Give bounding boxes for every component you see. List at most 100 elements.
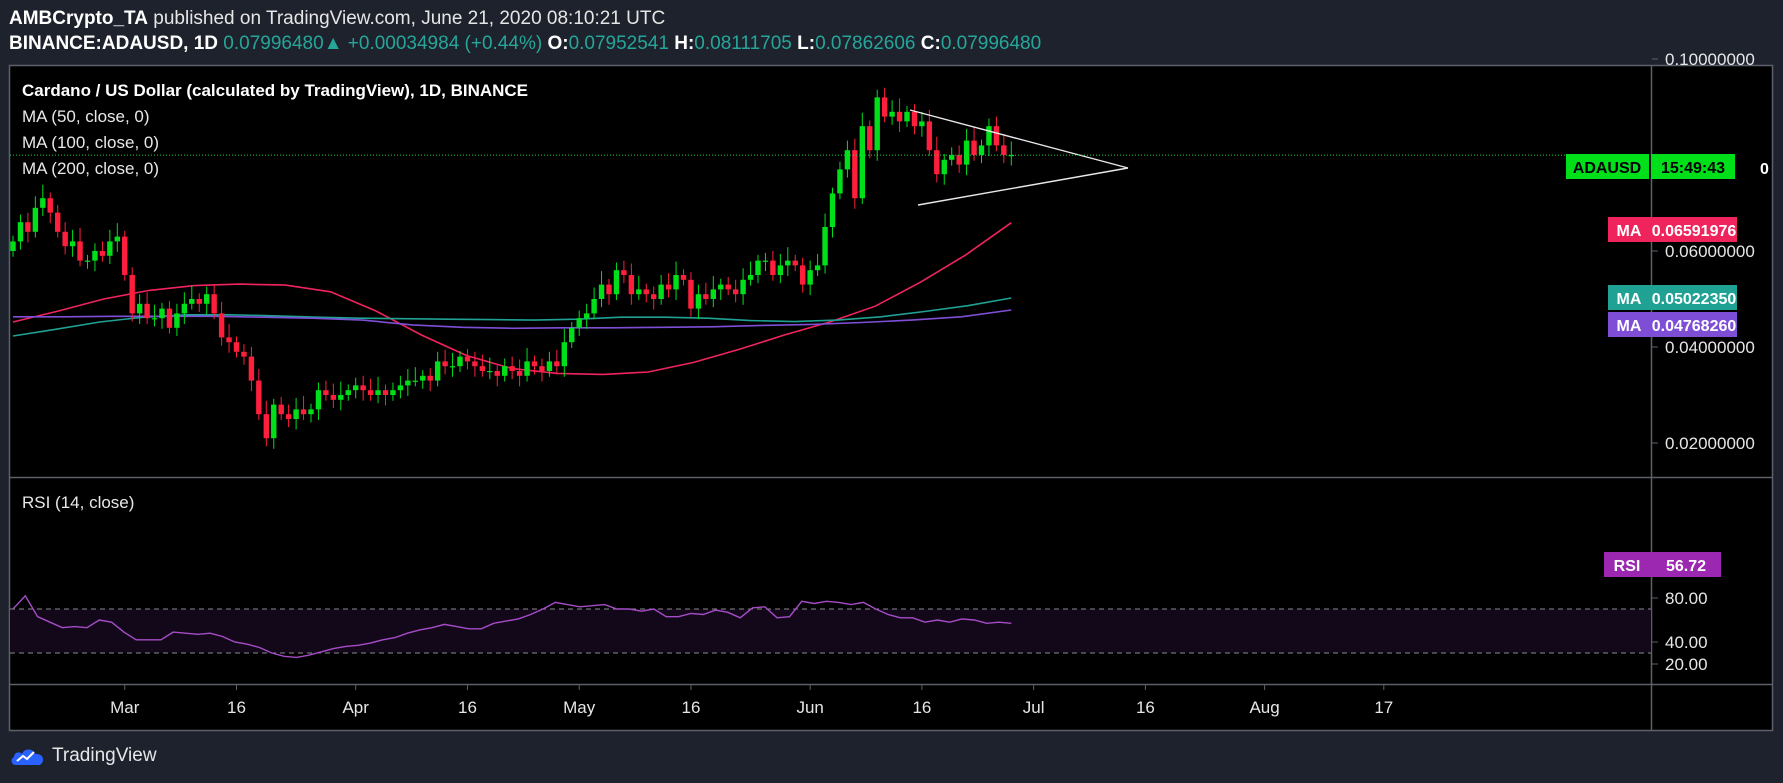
candle-body [710,289,716,299]
candle-body [84,260,91,262]
candle-body [881,97,888,117]
triangle-lower-trendline[interactable] [917,167,1129,206]
candle-body [69,241,76,247]
candle-body [703,294,709,299]
candle-body [241,351,247,357]
candle-body [583,313,590,319]
last-price: 0.07996480 [223,33,324,54]
ma200-tag-text: MA [1617,318,1642,335]
candle-body [740,279,746,295]
close-label: C: [920,33,941,54]
rsi-band [10,608,1651,654]
candle-body [837,169,843,194]
author-name[interactable]: AMBCrypto_TA [9,8,148,29]
legend-rsi[interactable]: RSI (14, close) [22,493,134,512]
candle-body [107,241,113,256]
candle-body [405,380,411,386]
rsi-line[interactable] [12,594,1012,659]
legend-ma50[interactable]: MA (50, close, 0) [22,107,150,126]
candle-body [665,284,672,290]
candle-body [479,366,486,371]
countdown-text: 15:49:43 [1661,160,1725,177]
candle-body [271,404,277,439]
candle-body [353,385,359,391]
candle-body [338,395,344,400]
candle-body [598,284,605,299]
tradingview-logo[interactable]: TradingView [10,742,157,770]
candle-body [345,390,351,395]
candle-body [963,140,970,165]
candle-body [755,260,761,275]
axes: 0.02000000 0.04000000 0.06000000 0.10000000… [10,50,1755,717]
candle-body [852,150,858,199]
time-tick-label: May [563,698,596,717]
rsi-tick-label: 40.00 [1665,633,1708,652]
ma50-tag-text: MA [1617,223,1642,240]
time-tick-label: Jun [796,698,823,717]
time-tick-label: 16 [912,698,931,717]
candle-body [397,385,404,391]
rsi-tag-text: RSI [1614,558,1641,575]
candle-body [427,375,433,381]
candle-body [829,193,836,227]
candle-body [330,395,337,400]
candle-body [449,366,456,368]
candle-body [151,318,158,320]
candle-body [628,275,635,295]
candle-body [62,231,68,247]
candle-body [896,111,903,122]
time-tick-label: 16 [458,698,477,717]
candle-body [263,414,269,439]
candle-body [293,409,299,419]
candle-body [218,313,225,338]
candle-body [904,111,910,122]
legend-ma200[interactable]: MA (200, close, 0) [22,159,159,178]
triangle-pattern [909,109,1129,206]
candle-body [382,390,389,395]
price-tick-label: 0.02000000 [1665,434,1755,453]
candle-body [688,279,694,309]
candle-body [524,361,530,376]
legend-ma100[interactable]: MA (100, close, 0) [22,133,159,152]
candle-body [256,380,262,415]
candle-body [114,236,120,242]
candle-body [695,294,702,309]
candle-body [323,390,329,395]
ma100-tag-text: MA [1617,291,1642,308]
footer-brand: TradingView [52,745,157,766]
candle-body [144,303,150,319]
time-tick-label: 17 [1374,698,1393,717]
candle-body [10,241,16,251]
candle-body [531,361,538,367]
price-change: +0.00034984 (+0.44%) [347,33,543,54]
rsi-tag [1604,552,1651,577]
chart-title: Cardano / US Dollar (calculated by Tradi… [22,81,528,100]
symbol-badge-text: ADAUSD [1573,160,1641,177]
candle-body [889,111,895,117]
triangle-upper-trendline[interactable] [909,109,1129,169]
rsi-tick-label: 80.00 [1665,589,1708,608]
candle-body [539,366,545,371]
candle-body [226,337,232,343]
candle-body [747,275,754,280]
candle-body [554,361,560,367]
candle-body [502,366,508,376]
candle-body [99,251,106,256]
high-value: 0.08111705 [694,33,792,54]
candle-body [136,303,143,314]
time-tick-label: Aug [1249,698,1279,717]
candle-body [658,284,664,299]
time-tick-label: Apr [342,698,369,717]
candle-body [122,236,128,275]
candle-body [770,260,776,275]
time-tick-label: Mar [110,698,140,717]
candle-body [129,275,135,314]
candle-body [32,207,39,232]
candle-body [606,284,612,295]
candle-body [636,289,642,295]
publish-info: AMBCrypto_TA published on TradingView.co… [9,8,665,30]
candle-body [196,299,202,304]
low-label: L: [797,33,816,54]
candle-body [77,241,83,261]
